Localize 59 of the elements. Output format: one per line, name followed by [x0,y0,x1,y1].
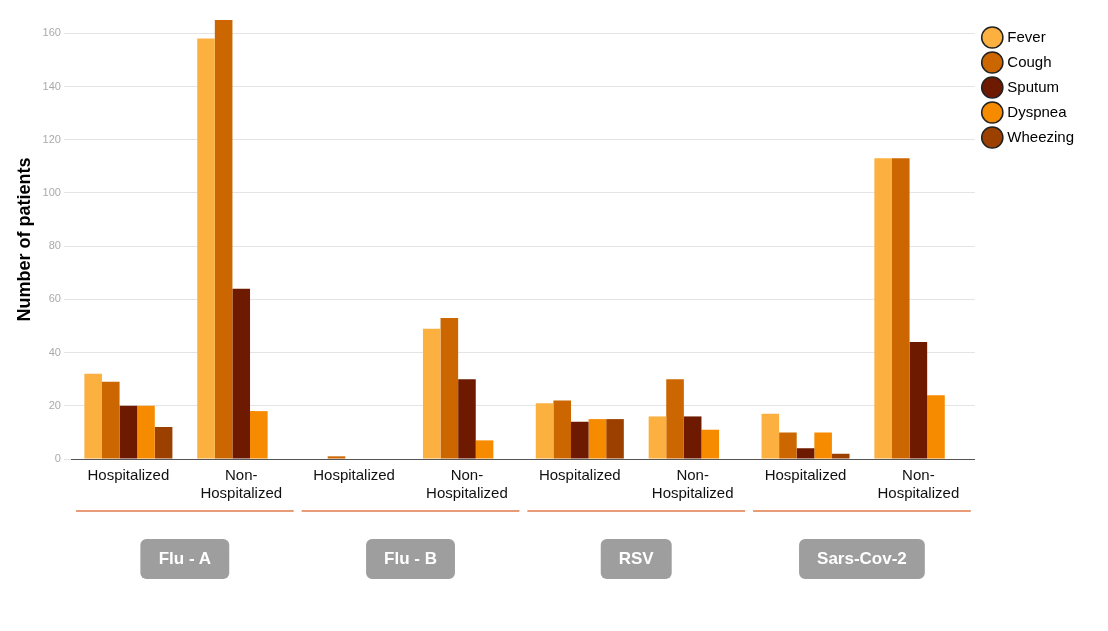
legend-label: Fever [1007,27,1046,45]
bar [891,158,910,459]
bar [874,158,892,459]
bar [458,379,476,459]
x-tick-label: Non-Hospitalized [426,466,508,502]
text: Flu - A [158,548,211,568]
bar [761,413,780,459]
bar [197,38,215,459]
text: Flu - B [384,548,437,568]
y-tick-label: 0 [54,452,61,465]
bar [814,432,832,459]
legend-label: Sputum [1007,77,1059,95]
x-tick-label: Non-Hospitalized [200,466,283,502]
bar [648,416,667,459]
bar [666,379,684,459]
y-axis-title: Number of patients [13,157,34,322]
bar [101,381,120,459]
x-tick-label: Hospitalized [313,466,395,484]
bar [232,288,251,459]
bar [535,403,554,459]
bar [831,453,850,459]
bar [137,405,155,459]
bar [701,429,720,459]
x-tick-label: Non-Hospitalized [651,466,734,502]
y-tick-label: 60 [48,292,61,305]
y-tick-label: 20 [48,398,61,411]
bar [683,416,702,459]
x-tick-label: Non-Hospitalized [877,466,960,502]
x-tick-label: Hospitalized [764,466,847,484]
bar [909,341,928,459]
x-tick-label: Hospitalized [87,466,170,484]
bar [327,456,346,459]
bar [588,419,607,459]
bar [422,328,441,459]
legend-label: Dyspnea [1007,102,1068,120]
bar [606,419,624,459]
y-tick-label: 160 [42,26,61,39]
text: Sars-Cov-2 [817,548,907,568]
x-tick-label: Hospitalized [538,466,621,484]
bar [571,421,589,459]
y-tick-label: 120 [42,132,61,145]
y-tick-label: 40 [48,345,61,358]
bar [214,20,233,459]
legend-label: Wheezing [1007,127,1074,145]
bar [440,317,459,459]
y-tick-label: 80 [48,239,61,252]
bar [154,427,173,459]
y-tick-label: 140 [42,79,61,92]
bar [927,395,945,459]
y-tick-label: 100 [42,185,61,198]
text: RSV [618,548,655,568]
bar [84,373,102,459]
bar [475,440,494,459]
bar [119,405,138,459]
bar [779,432,797,459]
bar [796,448,815,459]
bar [553,400,571,459]
bar [250,411,268,459]
legend-label: Cough [1007,52,1052,70]
